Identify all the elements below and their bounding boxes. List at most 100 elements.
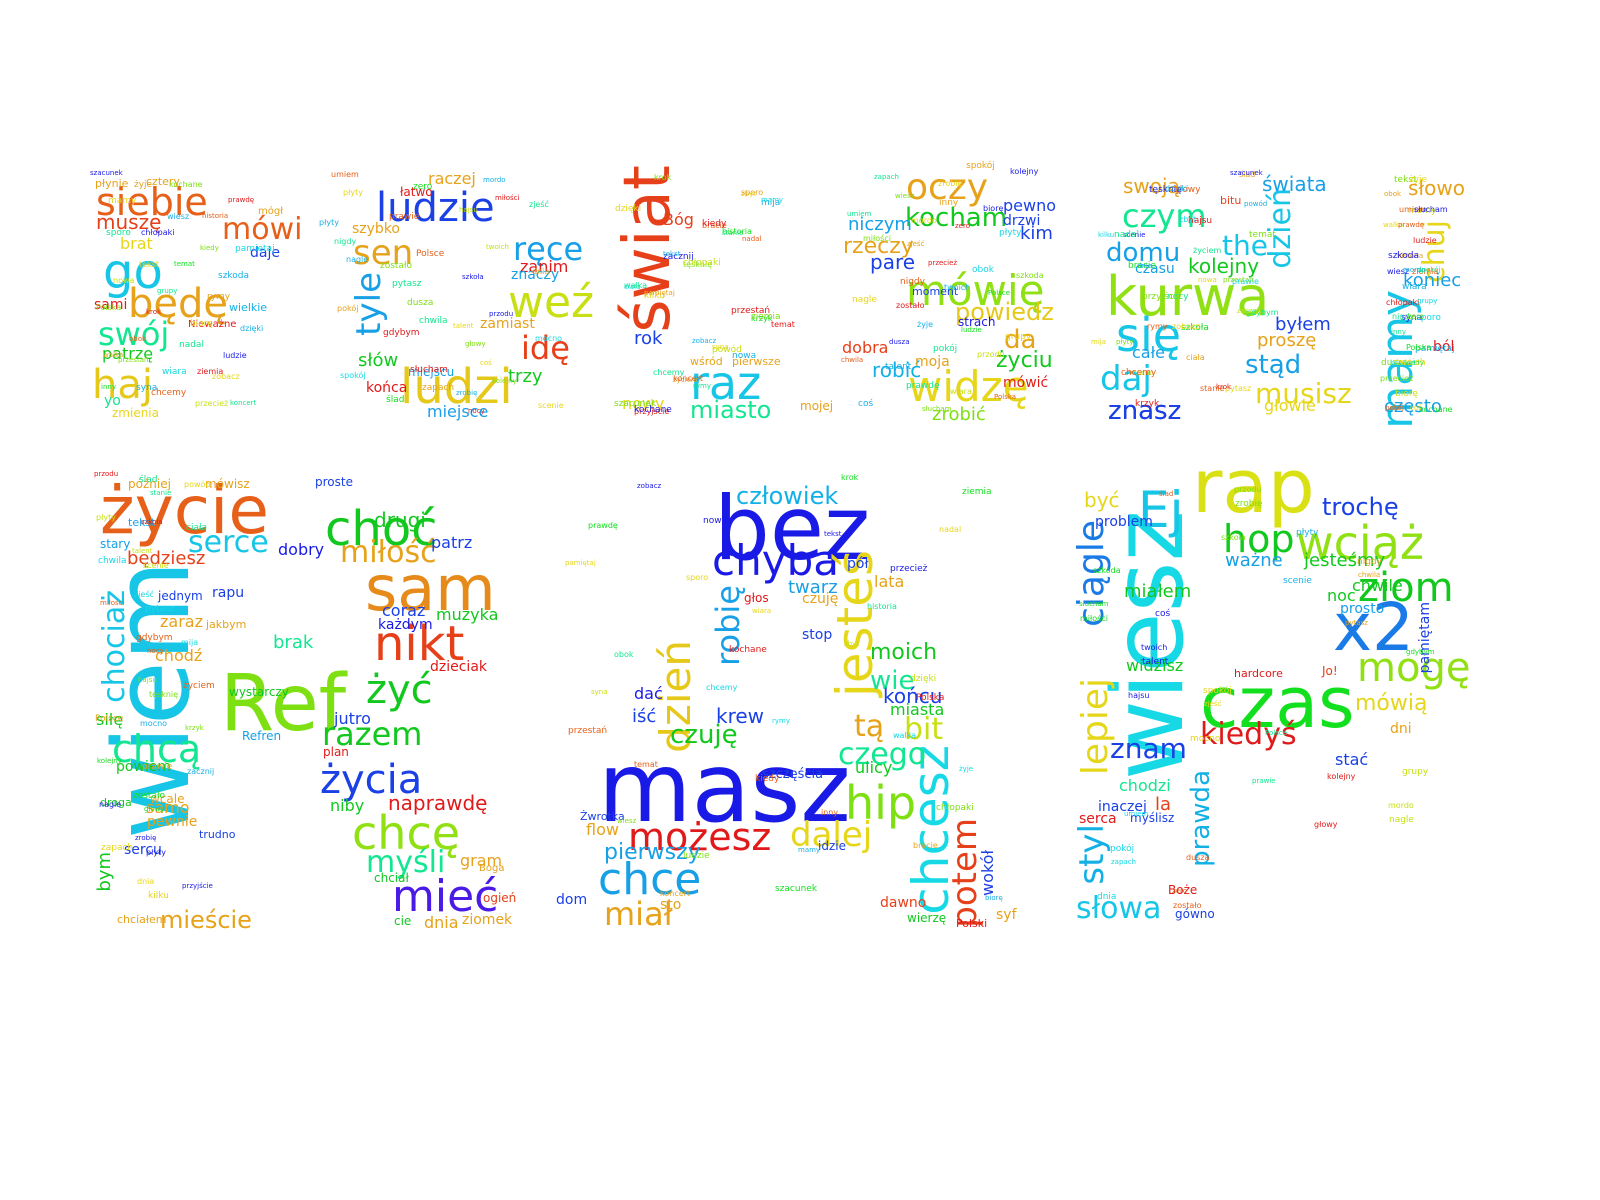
- cloud-filler-word: pokój: [337, 304, 359, 313]
- cloud-word: każdym: [378, 617, 433, 633]
- cloud-filler-word: walka: [624, 281, 648, 290]
- cloud-filler-word: obok: [1384, 190, 1402, 198]
- cloud-word: bym: [94, 852, 115, 892]
- cloud-word: szybko: [352, 221, 400, 237]
- cloud-filler-word: mija: [181, 638, 199, 647]
- cloud-word: rapu: [212, 585, 245, 601]
- cloud-filler-word: nigdy: [334, 237, 357, 246]
- cloud-filler-word: grupy: [1417, 297, 1438, 305]
- cloud-filler-word: szkoła: [462, 273, 484, 281]
- cloud-word: zamiast: [480, 316, 535, 332]
- cloud-word: iść: [632, 706, 657, 727]
- cloud-word: dawno: [880, 895, 927, 911]
- cloud-filler-word: prawdę: [1398, 221, 1425, 229]
- cloud-filler-word: nigdy: [1357, 557, 1382, 567]
- cloud-filler-word: nadal: [742, 235, 762, 243]
- cloud-filler-word: nocy: [468, 407, 485, 415]
- cloud-filler-word: sporo: [106, 228, 131, 238]
- cloud-filler-word: dnia: [1137, 262, 1153, 270]
- cloud-filler-word: powód: [1244, 200, 1268, 208]
- cloud-filler-word: rymy: [1147, 322, 1168, 331]
- cloud-word: raczej: [428, 169, 476, 188]
- cloud-word: będziesz: [127, 548, 206, 569]
- cloud-word: ból: [1433, 339, 1455, 355]
- cloud-filler-word: umiem: [1124, 810, 1149, 818]
- cloud-filler-word: biorę: [1395, 389, 1418, 399]
- cloud-filler-word: stanie: [1200, 384, 1225, 393]
- cloud-filler-word: szkoła: [141, 518, 163, 526]
- cloud-filler-word: przodu: [1234, 485, 1262, 494]
- cloud-filler-word: inny: [101, 383, 116, 391]
- cloud-filler-word: przecież: [195, 399, 229, 408]
- cloud-filler-word: syna: [1401, 313, 1423, 323]
- cloud-filler-word: wiesz: [167, 212, 190, 221]
- cloud-word: człowiek: [736, 482, 839, 510]
- cloud-word: mogę: [1357, 645, 1471, 691]
- cloud-filler-word: walka: [893, 731, 917, 740]
- cloud-filler-word: zbyt: [741, 190, 757, 198]
- cloud-word: pewnie: [147, 814, 198, 830]
- cloud-filler-word: nocy: [1167, 292, 1189, 302]
- cloud-word: szczęścia: [762, 767, 824, 782]
- cloud-filler-word: tęsknię: [149, 690, 179, 699]
- cloud-filler-word: przodu: [94, 470, 119, 478]
- cloud-filler-word: mocno: [1190, 734, 1221, 744]
- cloud-word: świata: [1262, 172, 1327, 196]
- cloud-word: nikt: [374, 616, 465, 672]
- cloud-filler-word: kiedy: [755, 774, 780, 784]
- cloud-filler-word: wiara: [950, 387, 972, 396]
- cloud-filler-word: nagle: [852, 295, 877, 305]
- cloud-filler-word: koncert: [673, 374, 704, 383]
- cloud-filler-word: nadal: [939, 525, 962, 534]
- cloud-word: masz: [598, 732, 851, 844]
- cloud-filler-word: nagle: [346, 255, 369, 264]
- cloud-filler-word: ciała: [186, 523, 208, 533]
- cloud-word: słowa: [1076, 891, 1162, 926]
- cloud-word: czym: [1122, 197, 1207, 235]
- cloud-word: wie: [870, 666, 915, 696]
- cloud-filler-word: zrobię: [1235, 499, 1263, 509]
- cloud-word: chodzi: [1119, 776, 1171, 795]
- cloud-filler-word: umiem: [847, 210, 872, 218]
- cloud-word: flow: [586, 820, 619, 839]
- cloud-filler-word: powód: [712, 345, 742, 355]
- cloud-word: gówno: [1175, 907, 1215, 921]
- cloud-filler-word: chcemy: [653, 368, 685, 377]
- cloud-filler-word: tekst: [1394, 175, 1417, 185]
- cloud-filler-word: wiara: [162, 367, 187, 377]
- cloud-filler-word: chłopaki: [936, 803, 974, 813]
- cloud-filler-word: spokój: [1203, 686, 1232, 696]
- cloud-word: wcale: [150, 792, 185, 806]
- cloud-filler-word: mija: [761, 198, 781, 208]
- cloud-filler-word: płyty: [1116, 338, 1134, 346]
- cloud-word: siłę: [96, 710, 124, 729]
- cloud-filler-word: talent: [1142, 657, 1169, 667]
- cloud-word: muzyka: [436, 605, 499, 624]
- cloud-filler-word: zapach: [422, 383, 455, 393]
- cloud-word: miasta: [890, 700, 945, 719]
- cloud-filler-word: zacznij: [663, 252, 694, 262]
- cloud-word: daj: [1100, 359, 1152, 399]
- cloud-word: idę: [521, 329, 570, 367]
- cloud-word: gram: [460, 851, 503, 870]
- cloud-filler-word: zjeść: [134, 590, 154, 599]
- cloud-filler-word: obok: [972, 265, 994, 275]
- cloud-filler-word: ciała: [1186, 353, 1205, 362]
- cloud-filler-word: zero: [955, 222, 970, 230]
- cloud-word: dnia: [424, 913, 459, 932]
- cloud-word: noc: [1327, 586, 1356, 605]
- cloud-word: świat: [611, 165, 685, 333]
- cloud-filler-word: biorę: [985, 894, 1003, 902]
- cloud-filler-word: stanie: [150, 489, 172, 497]
- cloud-word: sami: [94, 297, 128, 313]
- cloud-filler-word: płyty: [146, 848, 166, 857]
- cloud-filler-word: umiem: [331, 170, 359, 179]
- cloud-filler-word: szkoda: [218, 271, 250, 281]
- cloud-filler-word: płyty: [96, 513, 116, 522]
- cloud-word: ludzie: [376, 185, 495, 231]
- cloud-filler-word: walka: [103, 351, 124, 359]
- cloud-word: trochę: [1322, 493, 1399, 521]
- cloud-word: łatwo: [400, 185, 433, 199]
- cloud-word: czuję: [670, 720, 738, 750]
